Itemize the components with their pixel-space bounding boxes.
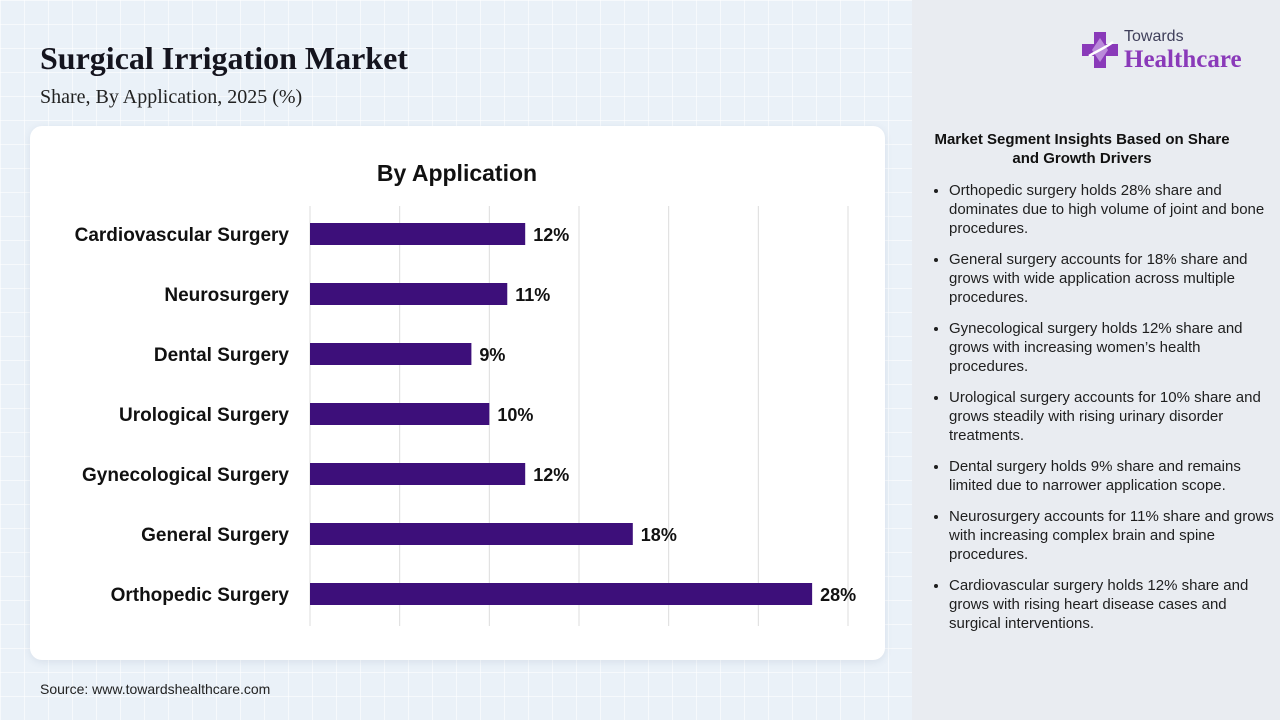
category-label: Orthopedic Surgery <box>111 585 290 606</box>
insights-title: Market Segment Insights Based on Share a… <box>934 131 1230 167</box>
value-label: 28% <box>820 585 856 605</box>
chart-gridlines <box>309 206 849 626</box>
insight-item: Gynecological surgery holds 12% share an… <box>949 319 1274 376</box>
chart-title: By Application <box>377 160 537 186</box>
value-label: 12% <box>533 465 569 485</box>
report-panel: Surgical Irrigation Market Share, By App… <box>30 40 885 697</box>
bar <box>310 223 526 245</box>
insight-item: Orthopedic surgery holds 28% share and d… <box>949 181 1274 238</box>
chart-bars <box>310 223 813 605</box>
value-label: 10% <box>497 405 533 425</box>
source-note: Source: www.towardshealthcare.com <box>40 681 271 697</box>
value-label: 12% <box>533 225 569 245</box>
chart-card: By Application Cardiovascular Surgery Neu… <box>30 126 885 660</box>
category-label: Cardiovascular Surgery <box>75 225 290 246</box>
insight-item: General surgery accounts for 18% share a… <box>949 250 1274 307</box>
insights-list: Orthopedic surgery holds 28% share and d… <box>922 181 1274 645</box>
page-title: Surgical Irrigation Market <box>40 40 408 76</box>
category-label: Gynecological Surgery <box>82 465 289 486</box>
page-subtitle: Share, By Application, 2025 (%) <box>40 86 303 108</box>
bar <box>310 343 472 365</box>
category-label: Neurosurgery <box>164 285 289 306</box>
medical-cross-icon <box>1082 32 1118 68</box>
category-label: General Surgery <box>141 525 289 546</box>
bar <box>310 283 508 305</box>
insights-panel: Towards Healthcare Market Segment Insigh… <box>912 0 1280 720</box>
brand-logo: Towards Healthcare <box>1080 28 1260 78</box>
bar-chart: By Application Cardiovascular Surgery Neu… <box>75 160 856 626</box>
value-label: 18% <box>641 525 677 545</box>
value-label: 11% <box>515 285 550 305</box>
bar <box>310 463 526 485</box>
bar <box>310 403 490 425</box>
insight-item: Neurosurgery accounts for 11% share and … <box>949 507 1274 564</box>
logo-text-bottom: Healthcare <box>1124 46 1242 73</box>
value-label: 9% <box>479 345 505 365</box>
bar <box>310 523 633 545</box>
logo-text-top: Towards <box>1124 28 1184 45</box>
insight-item: Cardiovascular surgery holds 12% share a… <box>949 576 1274 633</box>
bar <box>310 583 813 605</box>
category-label: Dental Surgery <box>154 345 290 366</box>
chart-value-labels: 12% 11% 9% 10% 12% 18% 28% <box>479 225 856 605</box>
insight-item: Dental surgery holds 9% share and remain… <box>949 457 1274 495</box>
category-label: Urological Surgery <box>119 405 289 426</box>
insight-item: Urological surgery accounts for 10% shar… <box>949 388 1274 445</box>
chart-category-labels: Cardiovascular Surgery Neurosurgery Dental… <box>75 225 290 606</box>
